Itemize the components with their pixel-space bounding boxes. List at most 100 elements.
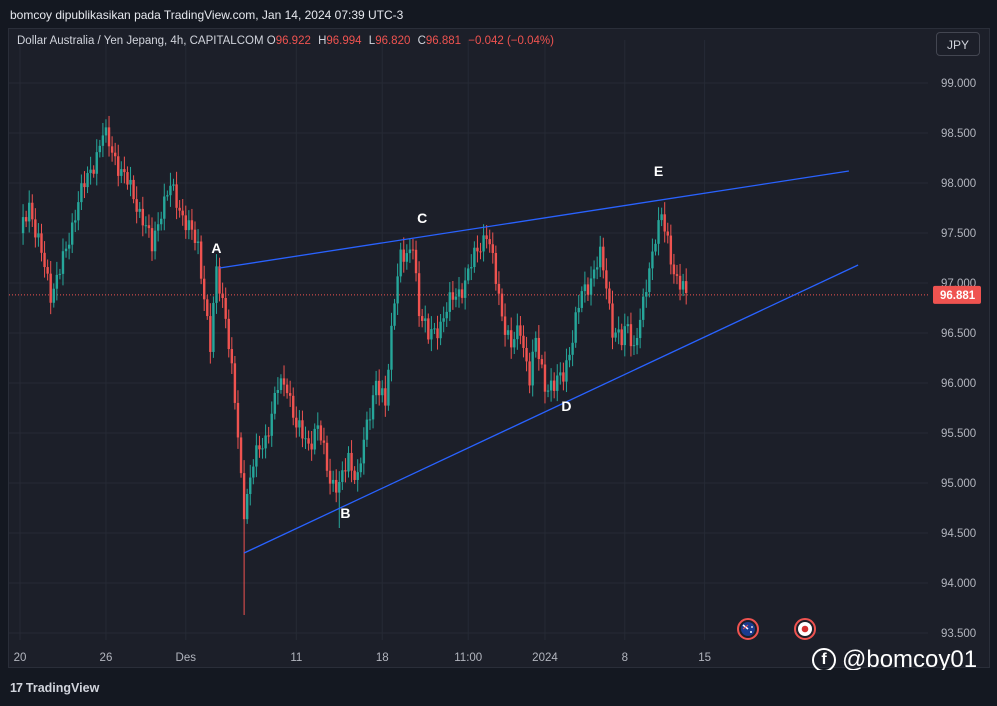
candle-body bbox=[212, 302, 215, 352]
candle-body bbox=[295, 417, 298, 428]
candle-body bbox=[98, 145, 102, 153]
candle-body bbox=[160, 218, 163, 225]
candle-body bbox=[393, 303, 396, 326]
candle-body bbox=[411, 249, 415, 251]
candle-body bbox=[396, 276, 399, 304]
candle-body bbox=[132, 179, 135, 200]
candle-body bbox=[203, 278, 206, 300]
y-tick-label: 98.000 bbox=[941, 178, 976, 190]
candle-body bbox=[279, 378, 283, 391]
candle-body bbox=[448, 292, 451, 312]
candle-body bbox=[476, 247, 479, 252]
candle-body bbox=[141, 208, 144, 226]
candle-body bbox=[92, 169, 95, 174]
candle-body bbox=[654, 243, 657, 252]
candle-body bbox=[374, 380, 378, 396]
candle-body bbox=[288, 393, 292, 396]
candle-body bbox=[390, 325, 393, 370]
candle-body bbox=[196, 241, 200, 243]
candle-body bbox=[562, 372, 565, 382]
candle-body bbox=[430, 329, 433, 340]
candle-body bbox=[399, 249, 402, 277]
candle-body bbox=[485, 235, 488, 240]
candle-body bbox=[384, 388, 387, 406]
candle-body bbox=[107, 127, 111, 147]
candle-body bbox=[408, 249, 412, 254]
candle-body bbox=[322, 440, 326, 443]
candle-body bbox=[21, 217, 25, 234]
grid bbox=[9, 40, 928, 640]
candle-body bbox=[651, 251, 654, 269]
candle-body bbox=[28, 202, 31, 222]
candle-body bbox=[638, 319, 642, 338]
candle-body bbox=[335, 479, 338, 493]
candle-body bbox=[184, 215, 187, 231]
candle-body bbox=[181, 210, 184, 216]
candle-body bbox=[178, 207, 181, 211]
candle-body bbox=[353, 470, 356, 480]
candle-body bbox=[663, 214, 666, 232]
candle-body bbox=[436, 328, 439, 339]
currency-button[interactable]: JPY bbox=[936, 32, 980, 56]
candle-body bbox=[230, 349, 234, 364]
candle-body bbox=[368, 419, 372, 421]
candle-body bbox=[101, 135, 105, 146]
time-axis: 20 26 Des 11 18 11:00 2024 8 15 bbox=[14, 652, 711, 664]
candle-body bbox=[58, 273, 62, 275]
candle-body bbox=[292, 395, 295, 418]
candle-body bbox=[83, 183, 86, 188]
candle-body bbox=[635, 337, 639, 346]
publish-info: bomcoy dipublikasikan pada TradingView.c… bbox=[10, 8, 404, 22]
candle-body bbox=[417, 273, 421, 317]
candle-body bbox=[301, 420, 304, 439]
candle-body bbox=[325, 442, 329, 471]
candle-body bbox=[163, 196, 166, 219]
x-tick-label: 11:00 bbox=[454, 652, 482, 664]
candle-body bbox=[267, 435, 270, 437]
wave-label: B bbox=[340, 505, 350, 521]
candle-body bbox=[282, 378, 286, 385]
candle-body bbox=[255, 445, 258, 467]
candle-body bbox=[24, 217, 28, 222]
candle-body bbox=[74, 220, 77, 223]
symbol-title: Dollar Australia / Yen Jepang, 4h, CAPIT… bbox=[17, 35, 264, 47]
japan-flag-icon[interactable] bbox=[794, 618, 816, 640]
candle-body bbox=[414, 249, 418, 274]
low-value: 96.820 bbox=[375, 35, 411, 47]
candle-body bbox=[457, 289, 461, 297]
candle-body bbox=[175, 184, 178, 208]
candle-body bbox=[359, 463, 362, 473]
candle-body bbox=[245, 494, 249, 520]
candle-body bbox=[605, 270, 608, 289]
y-tick-label: 97.500 bbox=[941, 228, 976, 240]
candle-body bbox=[298, 420, 301, 428]
candle-body bbox=[684, 281, 688, 293]
candle-body bbox=[571, 342, 574, 355]
candle-body bbox=[224, 297, 227, 319]
candle-body bbox=[227, 318, 230, 350]
candle-body bbox=[169, 185, 172, 196]
x-tick-label: 2024 bbox=[532, 652, 558, 664]
candle-body bbox=[549, 380, 553, 391]
australia-flag-icon[interactable] bbox=[737, 618, 759, 640]
watermark-handle: @bomcoy01 bbox=[842, 646, 978, 673]
wave-labels: A B C D E bbox=[211, 163, 663, 521]
y-tick-label: 95.500 bbox=[941, 428, 976, 440]
chart-panel[interactable] bbox=[8, 28, 990, 668]
y-tick-label: 94.500 bbox=[941, 528, 976, 540]
tradingview-logo[interactable]: 17 TradingView bbox=[10, 681, 99, 695]
candle-body bbox=[144, 225, 148, 227]
candle-body bbox=[285, 384, 289, 394]
candle-body bbox=[543, 364, 547, 392]
candle-body bbox=[678, 275, 682, 290]
candle-body bbox=[602, 246, 605, 271]
x-tick-label: 18 bbox=[376, 652, 389, 664]
candle-body bbox=[233, 363, 237, 403]
tradingview-logo-icon: 17 bbox=[10, 681, 23, 695]
candle-body bbox=[221, 293, 224, 298]
candle-body bbox=[617, 329, 620, 333]
open-label: O bbox=[266, 35, 276, 47]
candle-body bbox=[138, 208, 141, 212]
candle-body bbox=[46, 267, 49, 274]
